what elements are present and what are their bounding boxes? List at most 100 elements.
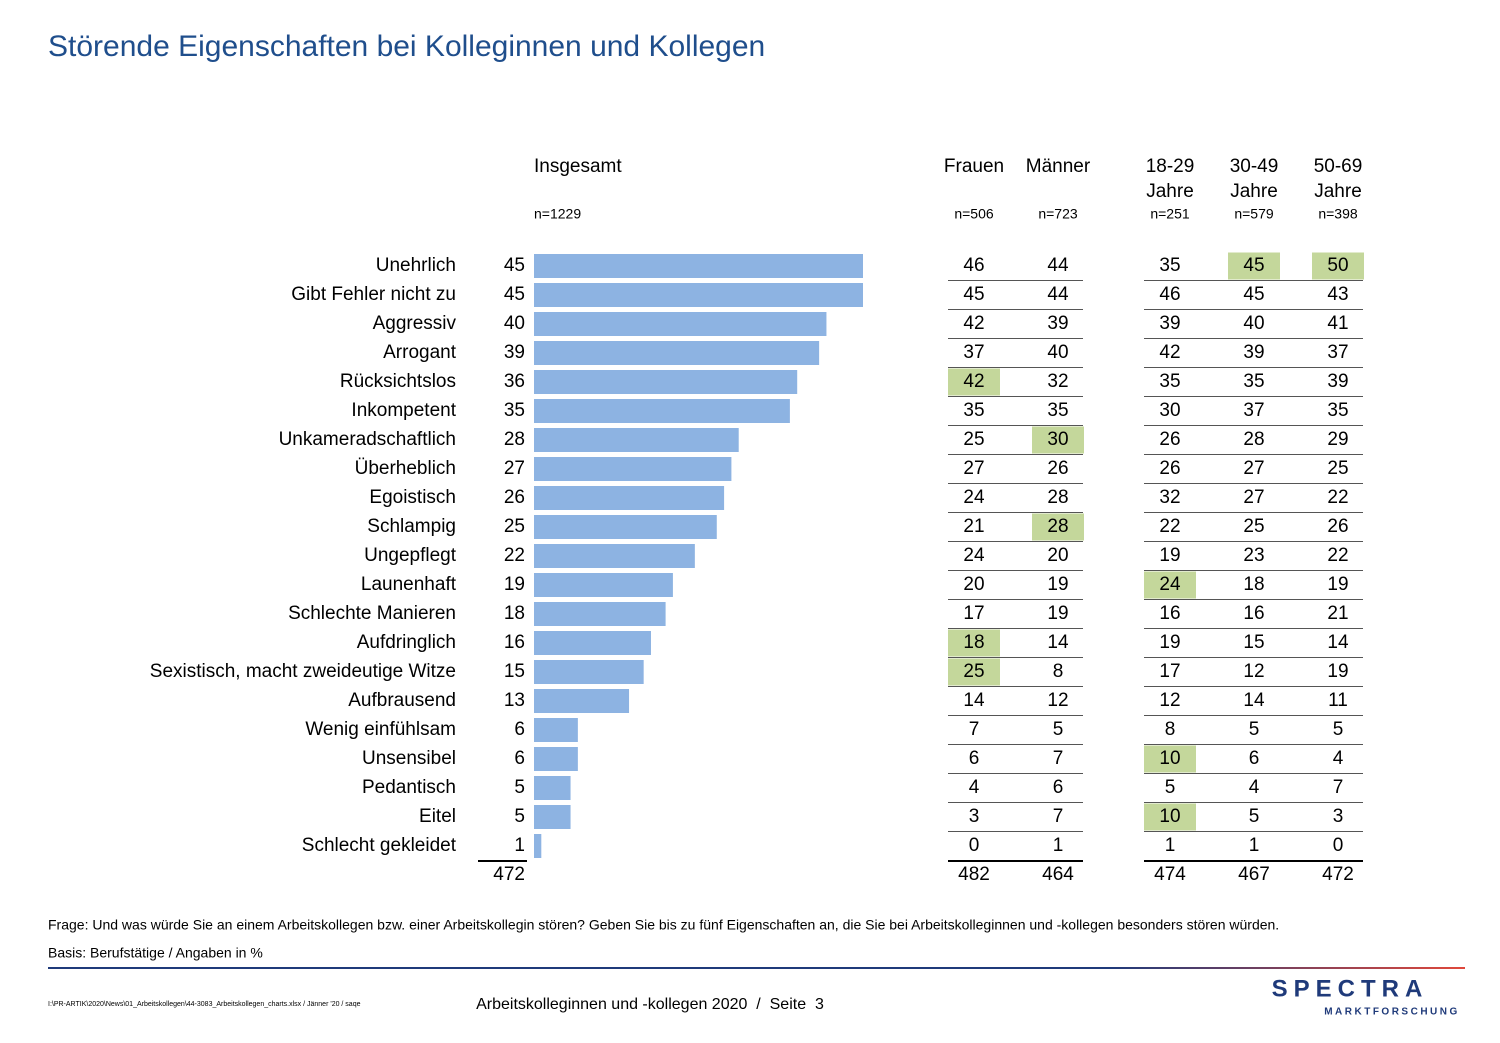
- value-label: 5: [514, 806, 525, 827]
- cell-value: 46: [1159, 284, 1180, 305]
- bar: [534, 747, 578, 771]
- bar: [534, 544, 695, 568]
- cell-value: 10: [1159, 806, 1180, 827]
- cell-value: 1: [1053, 835, 1064, 856]
- highlight-cell: [1228, 252, 1280, 280]
- cell-value: 15: [1243, 632, 1264, 653]
- cell-value: 19: [1159, 632, 1180, 653]
- cell-value: 27: [1243, 487, 1264, 508]
- cell-value: 22: [1327, 487, 1348, 508]
- value-label: 45: [504, 284, 525, 305]
- file-path: I:\PR-ARTIK\2020\News\01_Arbeitskollegen…: [48, 1001, 361, 1008]
- row-label: Eitel: [419, 806, 456, 827]
- cell-value: 5: [1249, 806, 1260, 827]
- cell-value: 19: [1327, 661, 1348, 682]
- row-label: Überheblich: [355, 458, 456, 479]
- total: 472: [1322, 864, 1354, 885]
- column-header: Jahre: [1314, 181, 1362, 202]
- cell-value: 50: [1327, 255, 1348, 276]
- cell-value: 35: [1327, 400, 1348, 421]
- bar: [534, 370, 798, 394]
- cell-value: 3: [1333, 806, 1344, 827]
- value-label: 45: [504, 255, 525, 276]
- row-label: Egoistisch: [369, 487, 456, 508]
- cell-value: 0: [1333, 835, 1344, 856]
- cell-value: 14: [963, 690, 985, 711]
- bar: [534, 428, 739, 452]
- cell-value: 8: [1053, 661, 1064, 682]
- cell-value: 39: [1047, 313, 1068, 334]
- cell-value: 5: [1249, 719, 1260, 740]
- value-label: 35: [504, 400, 525, 421]
- row-label: Unkameradschaftlich: [279, 429, 456, 450]
- highlight-cell: [1312, 252, 1364, 280]
- cell-value: 6: [1053, 777, 1064, 798]
- value-label: 25: [504, 516, 525, 537]
- sample-size: n=506: [954, 206, 994, 222]
- bar: [534, 341, 820, 365]
- cell-value: 24: [1159, 574, 1181, 595]
- total: 464: [1042, 864, 1074, 885]
- value-label: 36: [504, 371, 525, 392]
- cell-value: 35: [1159, 255, 1180, 276]
- total: 482: [958, 864, 990, 885]
- highlight-cell: [948, 629, 1000, 657]
- value-label: 5: [514, 777, 525, 798]
- highlight-cell: [948, 658, 1000, 686]
- row-label: Ungepflegt: [364, 545, 457, 566]
- value-label: 39: [504, 342, 525, 363]
- bar: [534, 312, 827, 336]
- title: Störende Eigenschaften bei Kolleginnen u…: [48, 30, 765, 63]
- cell-value: 10: [1159, 748, 1180, 769]
- cell-value: 19: [1047, 603, 1068, 624]
- cell-value: 39: [1159, 313, 1180, 334]
- cell-value: 5: [1165, 777, 1176, 798]
- cell-value: 5: [1053, 719, 1064, 740]
- cell-value: 29: [1327, 429, 1348, 450]
- value-label: 18: [504, 603, 525, 624]
- bar: [534, 486, 725, 510]
- footer-line: [48, 967, 1465, 969]
- row-label: Unsensibel: [362, 748, 456, 769]
- row-label: Unehrlich: [376, 255, 456, 276]
- cell-value: 24: [963, 545, 985, 566]
- cell-value: 28: [1047, 487, 1068, 508]
- cell-value: 11: [1328, 690, 1348, 711]
- value-label: 26: [504, 487, 525, 508]
- row-label: Inkompetent: [351, 400, 456, 421]
- cell-value: 22: [1327, 545, 1348, 566]
- cell-value: 43: [1327, 284, 1348, 305]
- cell-value: 25: [963, 429, 984, 450]
- cell-value: 19: [1047, 574, 1068, 595]
- cell-value: 37: [1243, 400, 1264, 421]
- cell-value: 17: [1159, 661, 1180, 682]
- row-label: Rücksichtslos: [340, 371, 456, 392]
- cell-value: 1: [1165, 835, 1176, 856]
- sample-size: n=579: [1234, 206, 1274, 222]
- cell-value: 26: [1159, 429, 1180, 450]
- cell-value: 30: [1159, 400, 1180, 421]
- bar: [534, 834, 542, 858]
- row-label: Sexistisch, macht zweideutige Witze: [150, 661, 456, 682]
- cell-value: 30: [1047, 429, 1068, 450]
- value-label: 27: [504, 458, 525, 479]
- column-header: Männer: [1026, 156, 1091, 177]
- column-header: Jahre: [1146, 181, 1194, 202]
- cell-value: 35: [1243, 371, 1264, 392]
- cell-value: 45: [963, 284, 984, 305]
- total: 474: [1154, 864, 1186, 885]
- cell-value: 45: [1243, 284, 1264, 305]
- column-header: Jahre: [1230, 181, 1278, 202]
- cell-value: 4: [969, 777, 980, 798]
- cell-value: 21: [1327, 603, 1348, 624]
- cell-value: 25: [1243, 516, 1264, 537]
- cell-value: 20: [963, 574, 984, 595]
- bar: [534, 602, 666, 626]
- value-label: 1: [514, 835, 525, 856]
- cell-value: 19: [1159, 545, 1180, 566]
- row-label: Schlecht gekleidet: [302, 835, 457, 856]
- basis: Basis: Berufstätige / Angaben in %: [48, 945, 263, 961]
- cell-value: 4: [1333, 748, 1344, 769]
- cell-value: 28: [1243, 429, 1264, 450]
- value-label: 40: [504, 313, 525, 334]
